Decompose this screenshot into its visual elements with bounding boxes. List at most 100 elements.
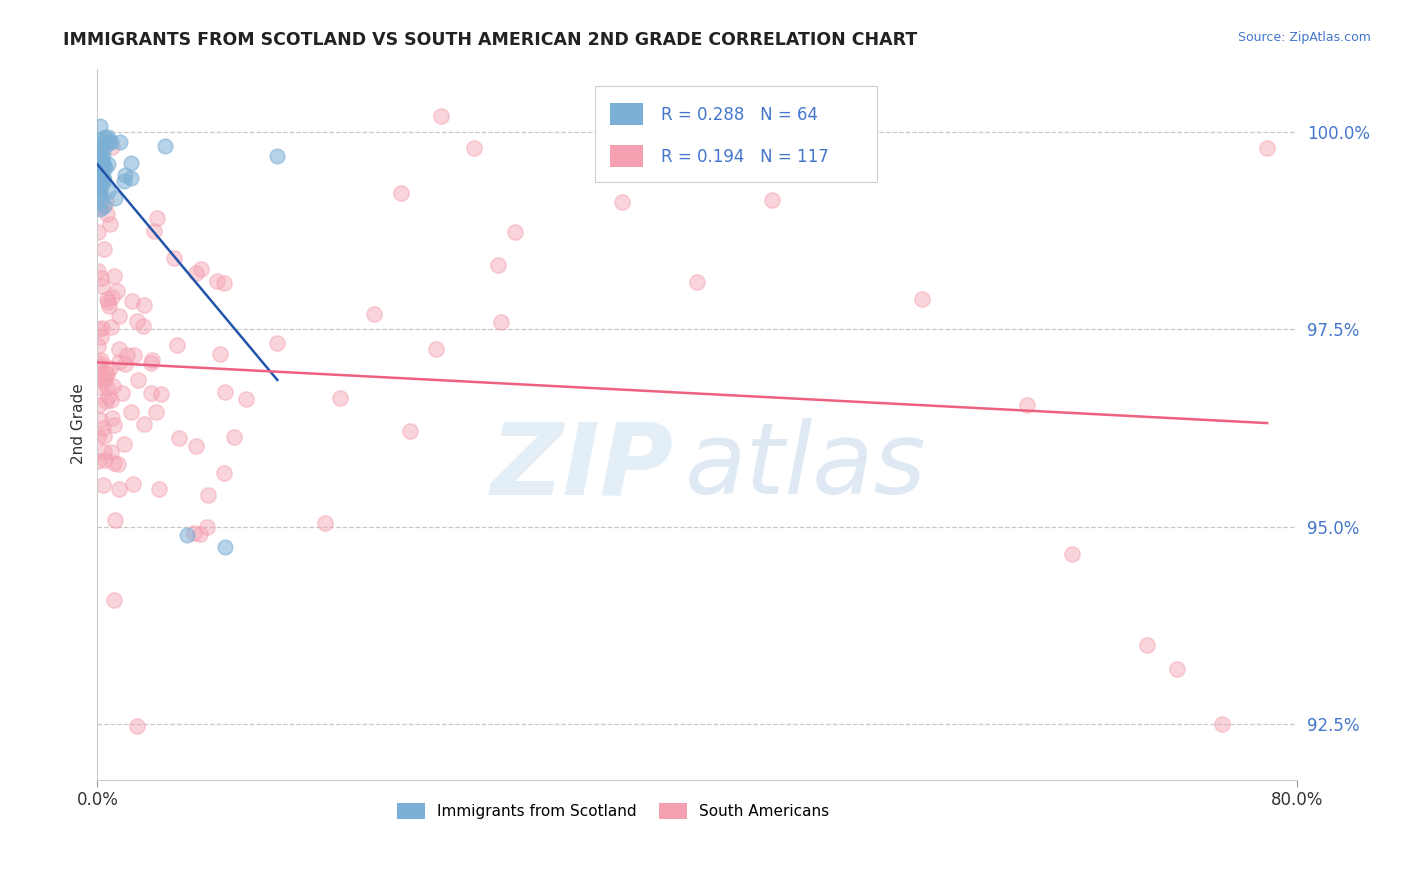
Point (91, 156, 114, 170)
Point (125, 719, 148, 733)
Point (87, 454, 110, 468)
Point (98, 218, 121, 232)
Point (91, 321, 114, 335)
Point (94, 161, 117, 175)
Point (91, 421, 114, 435)
Point (132, 298, 155, 312)
Point (87, 339, 110, 353)
Point (89, 187, 111, 202)
Point (96, 367, 118, 381)
Point (197, 488, 219, 502)
Point (122, 476, 145, 491)
Point (97, 294, 120, 309)
Point (97, 390, 120, 404)
Point (89, 167, 111, 181)
Point (98, 361, 121, 376)
Point (145, 211, 167, 226)
Point (89, 202, 111, 216)
Point (120, 156, 142, 170)
Point (145, 405, 167, 419)
FancyBboxPatch shape (595, 87, 877, 182)
Point (98, 134, 121, 148)
Point (93, 159, 115, 173)
Point (425, 342, 447, 356)
Point (93, 199, 115, 213)
Point (89, 171, 111, 186)
Point (89, 146, 111, 161)
Point (110, 135, 132, 149)
Point (94, 367, 117, 381)
Point (93, 130, 115, 145)
Point (90, 168, 112, 182)
Point (89, 356, 111, 370)
Point (89, 169, 111, 184)
Point (93, 453, 115, 467)
Point (188, 527, 211, 541)
Point (235, 392, 257, 406)
Point (107, 458, 129, 472)
Point (120, 171, 142, 186)
Point (314, 516, 336, 530)
Point (86, 182, 108, 196)
Point (89, 164, 111, 178)
Point (103, 457, 125, 471)
Point (176, 527, 198, 541)
Point (90, 329, 112, 343)
Point (100, 135, 122, 149)
Point (114, 168, 136, 182)
Point (131, 319, 153, 334)
Point (86, 141, 108, 155)
Point (132, 417, 155, 431)
Point (103, 379, 125, 393)
Point (91, 151, 114, 165)
Point (87, 398, 110, 412)
Point (148, 482, 170, 496)
Point (214, 384, 236, 399)
Point (90, 278, 112, 293)
Point (111, 385, 134, 400)
Point (103, 417, 125, 432)
Point (87, 430, 110, 444)
Point (1136, 638, 1159, 652)
Point (208, 346, 231, 360)
Point (90, 161, 112, 176)
Point (96, 207, 118, 221)
Point (1256, 140, 1278, 154)
Point (90, 271, 112, 285)
Point (1211, 717, 1233, 731)
Point (90, 193, 112, 207)
Point (89, 166, 111, 180)
Point (91, 178, 114, 192)
Point (100, 392, 122, 407)
Point (87, 151, 110, 165)
Point (97, 299, 120, 313)
Point (94, 194, 117, 209)
Point (103, 268, 125, 283)
Point (86, 162, 108, 177)
Point (90, 154, 112, 169)
Bar (610, 103, 644, 125)
Point (329, 391, 352, 405)
Point (1062, 548, 1084, 562)
Point (87, 264, 110, 278)
Point (120, 405, 142, 419)
Point (93, 428, 115, 442)
Point (87, 187, 110, 202)
Point (108, 482, 131, 496)
Point (91, 146, 114, 161)
Point (389, 186, 412, 200)
Point (1166, 662, 1188, 676)
Point (87, 225, 110, 239)
Point (87, 170, 110, 185)
Y-axis label: 2nd Grade: 2nd Grade (72, 384, 86, 465)
Point (686, 275, 709, 289)
Point (94, 371, 117, 385)
Point (89, 156, 111, 170)
Point (911, 292, 934, 306)
Point (212, 466, 235, 480)
Point (166, 338, 188, 352)
Point (101, 140, 124, 154)
Bar (610, 145, 644, 168)
Point (141, 352, 163, 367)
Point (114, 357, 136, 371)
